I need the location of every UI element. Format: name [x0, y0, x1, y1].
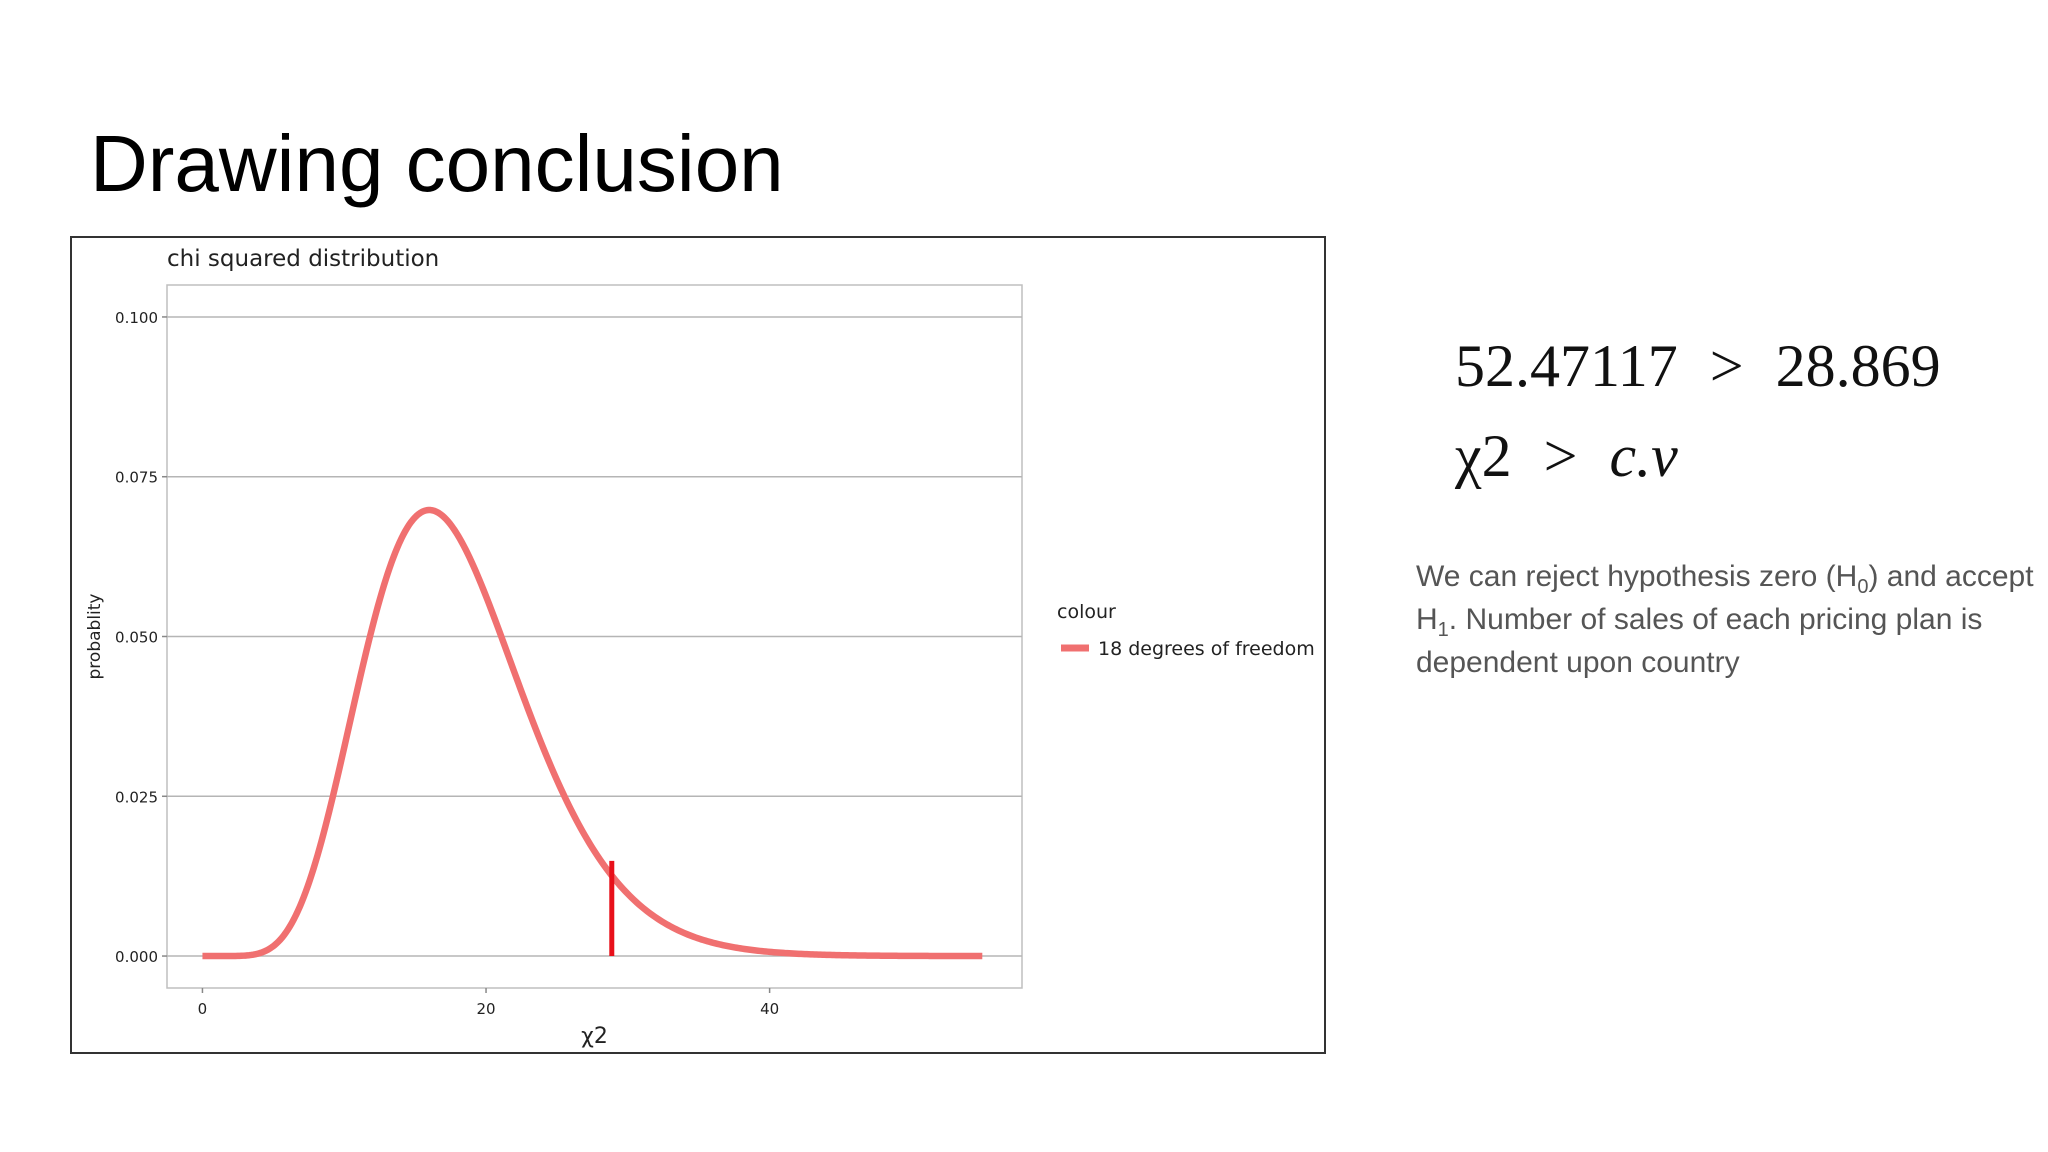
chart-frame: chi squared distribution 0.000 0.025 0.050…: [70, 236, 1326, 1054]
density-curve-series: [201, 506, 984, 960]
greater-than-symbol: >: [1543, 423, 1578, 489]
inequality-symbols: χ2 > c.v: [1455, 422, 1678, 491]
chi-squared-chart: chi squared distribution 0.000 0.025 0.050…: [85, 246, 1315, 1049]
legend-entry-label: 18 degrees of freedom: [1098, 638, 1315, 660]
critical-value: 28.869: [1775, 333, 1941, 399]
y-axis-label: probablity: [85, 594, 105, 680]
x-axis-label: χ2: [581, 1024, 608, 1049]
conclusion-part-3: . Number of sales of each pricing plan i…: [1416, 603, 1983, 679]
y-tick-label: 0.075: [115, 469, 158, 487]
greater-than-symbol: >: [1709, 333, 1744, 399]
h1-subscript: 1: [1437, 619, 1449, 641]
conclusion-part-2: ) and accept H: [1416, 560, 2034, 636]
y-tick-label: 0.025: [115, 788, 158, 806]
conclusion-part-1: We can reject hypothesis zero (H: [1416, 560, 1858, 593]
x-tick-label: 0: [198, 1000, 208, 1018]
conclusion-text: We can reject hypothesis zero (H0) and a…: [1416, 555, 2036, 684]
x-axis-ticks: 0 20 40: [198, 988, 779, 1018]
chart-title: chi squared distribution: [167, 246, 439, 272]
x-tick-label: 20: [476, 1000, 495, 1018]
chi-squared-statistic: 52.47117: [1455, 333, 1678, 399]
slide-title: Drawing conclusion: [90, 119, 784, 208]
y-tick-label: 0.050: [115, 629, 158, 647]
critical-value-symbol: c.v: [1609, 423, 1678, 489]
h0-subscript: 0: [1857, 576, 1869, 598]
y-tick-label: 0.100: [115, 309, 158, 327]
y-axis-ticks: 0.000 0.025 0.050 0.075 0.100: [115, 309, 167, 966]
x-tick-label: 40: [760, 1000, 779, 1018]
legend-title: colour: [1057, 601, 1116, 623]
inequality-values: 52.47117 >28.869: [1455, 332, 1941, 401]
chi-squared-symbol: χ2: [1455, 423, 1512, 489]
legend: colour 18 degrees of freedom: [1057, 601, 1315, 660]
y-tick-label: 0.000: [115, 948, 158, 966]
